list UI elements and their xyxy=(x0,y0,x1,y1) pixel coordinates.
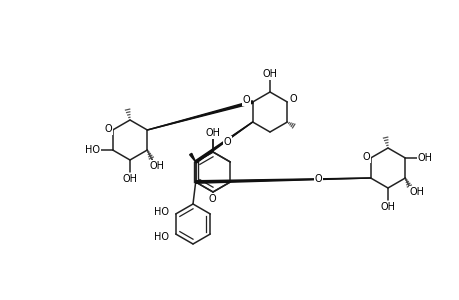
Text: OH: OH xyxy=(122,174,137,184)
Polygon shape xyxy=(195,178,370,183)
Text: O: O xyxy=(242,95,250,105)
Text: O: O xyxy=(105,124,112,134)
Text: OH: OH xyxy=(205,128,220,138)
Text: OH: OH xyxy=(409,187,424,197)
Text: O: O xyxy=(362,152,369,162)
Text: HO: HO xyxy=(154,207,169,217)
Text: O: O xyxy=(209,128,216,138)
Text: O: O xyxy=(208,194,215,204)
Text: O: O xyxy=(289,94,297,104)
Text: OH: OH xyxy=(150,161,164,171)
Text: HO: HO xyxy=(85,145,100,155)
Text: O: O xyxy=(223,137,230,147)
Text: OH: OH xyxy=(380,202,395,212)
Polygon shape xyxy=(195,122,252,163)
Text: O: O xyxy=(313,174,321,184)
Polygon shape xyxy=(147,101,252,130)
Text: OH: OH xyxy=(262,69,277,79)
Text: HO: HO xyxy=(154,232,169,242)
Polygon shape xyxy=(189,153,195,162)
Text: OH: OH xyxy=(417,153,432,163)
